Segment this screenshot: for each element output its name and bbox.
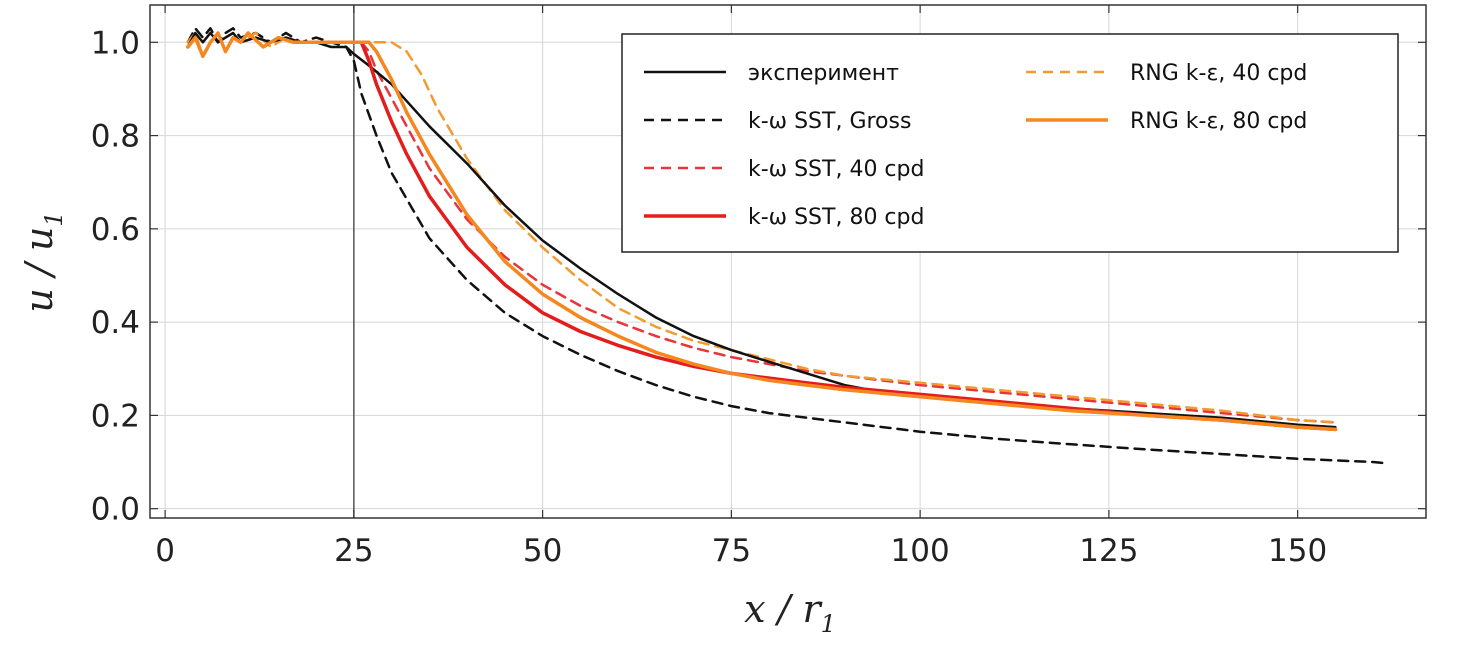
legend-label: RNG k-ε, 40 cpd (1130, 61, 1307, 86)
legend-box (621, 33, 1399, 253)
x-tick-label: 25 (334, 533, 373, 569)
legend-label: эксперимент (748, 61, 899, 86)
y-tick-label: 1.0 (91, 25, 140, 61)
y-tick-label: 0.6 (91, 212, 140, 248)
x-axis-ticks: 0 25 50 75 100 125 150 (155, 5, 1327, 569)
x-tick-label: 75 (712, 533, 751, 569)
series-line-5 (186, 31, 1338, 432)
x-axis-label: x / r1 (744, 587, 836, 638)
plot-frame (149, 4, 1427, 519)
y-tick-label: 0.4 (91, 305, 140, 341)
x-tick-label: 100 (891, 533, 950, 569)
y-tick-label: 0.0 (91, 492, 140, 528)
y-axis-ticks: 0.0 0.2 0.4 0.6 0.8 1.0 (91, 25, 1426, 528)
series-line-1 (186, 27, 1390, 465)
plot-series (186, 27, 1390, 465)
x-tick-label: 150 (1268, 533, 1327, 569)
legend-label: RNG k-ε, 80 cpd (1130, 109, 1307, 134)
x-tick-label: 125 (1079, 533, 1138, 569)
series-line-2 (360, 41, 1337, 424)
y-axis-label: u / u1 (17, 211, 68, 312)
legend-label: k-ω SST, 80 cpd (748, 205, 924, 230)
x-tick-label: 50 (523, 533, 562, 569)
series-line-3 (359, 40, 1338, 432)
y-tick-label: 0.2 (91, 398, 140, 434)
legend-label: k-ω SST, Gross (748, 109, 911, 134)
legend-label: k-ω SST, 40 cpd (748, 157, 924, 182)
x-tick-label: 0 (155, 533, 175, 569)
y-tick-label: 0.8 (91, 119, 140, 155)
legend: эксперимент k-ω SST, Gross k-ω SST, 40 cpd… (621, 33, 1399, 253)
